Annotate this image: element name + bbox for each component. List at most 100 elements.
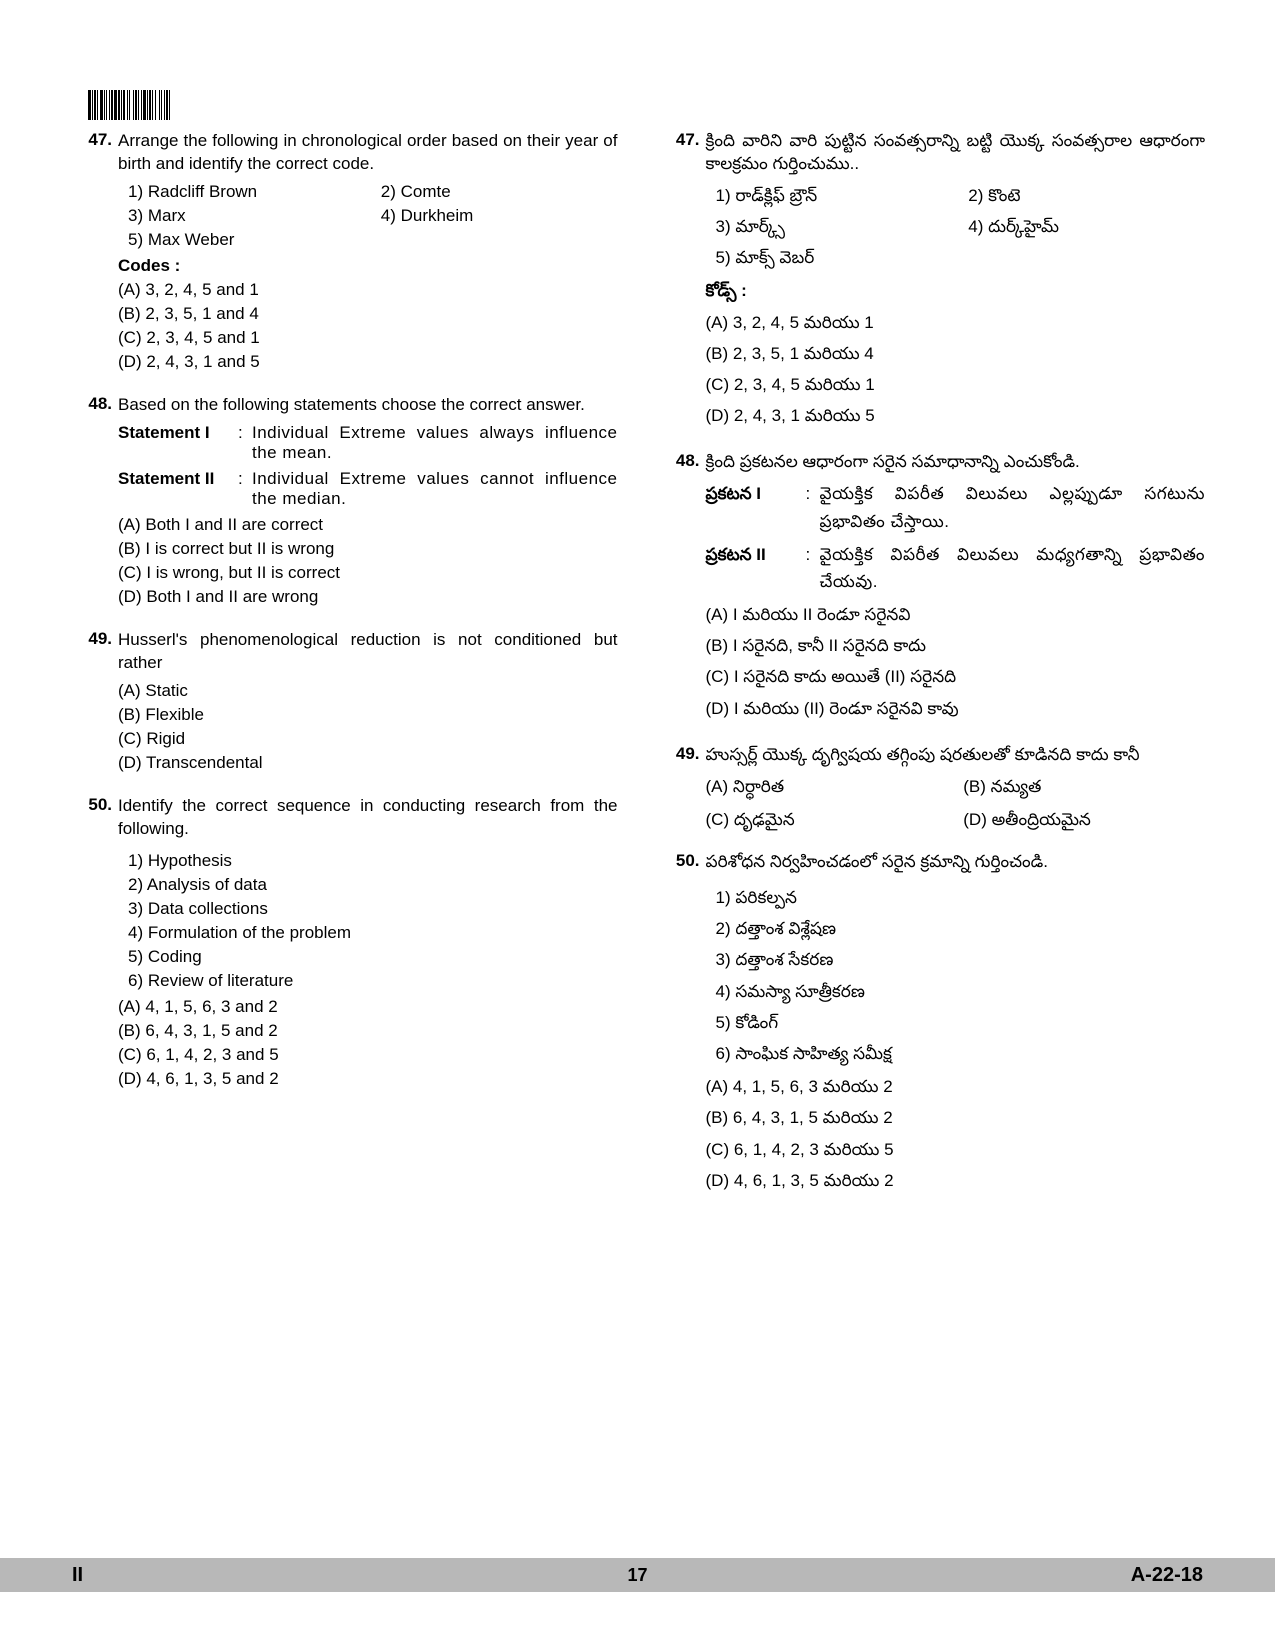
list-item: 6) సాంఘిక సాహిత్య సమీక్ష xyxy=(716,1040,1206,1067)
statement-text: వైయక్తిక విపరీత విలువలు మధ్యగతాన్ని ప్రభ… xyxy=(820,541,1206,595)
question-48-en: 48. Based on the following statements ch… xyxy=(70,394,618,611)
list-item: 2) కొంటె xyxy=(968,182,1205,209)
question-49-te: 49. హుస్సర్ల్ యొక్క దృగ్విషయ తగ్గింపు షర… xyxy=(658,744,1206,833)
option: (A) 3, 2, 4, 5 మరియు 1 xyxy=(706,309,1206,336)
option: (A) Static xyxy=(118,681,618,701)
statement-label: ప్రకటన I xyxy=(706,480,806,534)
statement-label: Statement I xyxy=(118,423,238,463)
option: (B) Flexible xyxy=(118,705,618,725)
list-item: 6) Review of literature xyxy=(128,971,618,991)
item-list: 1) Radcliff Brown 2) Comte 3) Marx 4) Du… xyxy=(128,182,618,250)
option: (D) 2, 4, 3, 1 and 5 xyxy=(118,352,618,372)
option: (C) I is wrong, but II is correct xyxy=(118,563,618,583)
column-telugu: 47. క్రింది వారిని వారి పుట్టిన సంవత్సరా… xyxy=(658,130,1206,1216)
item-list: 1) Hypothesis 2) Analysis of data 3) Dat… xyxy=(128,851,618,991)
options: (A) Both I and II are correct (B) I is c… xyxy=(118,515,618,607)
list-item: 2) దత్తాంశ విశ్లేషణ xyxy=(716,915,1206,942)
column-english: 47. Arrange the following in chronologic… xyxy=(70,130,618,1216)
option: (B) 6, 4, 3, 1, 5 and 2 xyxy=(118,1021,618,1041)
option: (D) I మరియు (II) రెండూ సరైనవి కావు xyxy=(706,695,1206,722)
list-item: 2) Comte xyxy=(381,182,618,202)
list-item: 4) దుర్క్‌హైమ్ xyxy=(968,213,1205,240)
option: (D) 4, 6, 1, 3, 5 and 2 xyxy=(118,1069,618,1089)
statement-text: Individual Extreme values always influen… xyxy=(252,423,618,463)
question-stem: క్రింది వారిని వారి పుట్టిన సంవత్సరాన్ని… xyxy=(706,130,1206,176)
codes-label: కోడ్స్ : xyxy=(706,277,1206,304)
option: (A) 3, 2, 4, 5 and 1 xyxy=(118,280,618,300)
list-item: 5) Coding xyxy=(128,947,618,967)
option: (D) అతీంద్రియమైన xyxy=(963,806,1205,833)
option: (D) 2, 4, 3, 1 మరియు 5 xyxy=(706,402,1206,429)
question-number: 49. xyxy=(70,629,118,777)
option: (A) 4, 1, 5, 6, 3 and 2 xyxy=(118,997,618,1017)
page-number: 17 xyxy=(627,1565,647,1586)
barcode-icon xyxy=(88,90,258,120)
question-47-en: 47. Arrange the following in chronologic… xyxy=(70,130,618,376)
statement-row: ప్రకటన I : వైయక్తిక విపరీత విలువలు ఎల్లప… xyxy=(706,480,1206,534)
option: (C) దృఢమైన xyxy=(706,806,948,833)
list-item: 5) కోడింగ్ xyxy=(716,1009,1206,1036)
list-item: 5) మాక్స్ వెబర్ xyxy=(716,244,953,271)
item-list: 1) పరికల్పన 2) దత్తాంశ విశ్లేషణ 3) దత్తా… xyxy=(716,884,1206,1067)
codes-label: Codes : xyxy=(118,256,618,276)
options: (A) 3, 2, 4, 5 మరియు 1 (B) 2, 3, 5, 1 మర… xyxy=(706,309,1206,430)
question-stem: Arrange the following in chronological o… xyxy=(118,130,618,176)
statement-row: ప్రకటన II : వైయక్తిక విపరీత విలువలు మధ్య… xyxy=(706,541,1206,595)
option: (C) Rigid xyxy=(118,729,618,749)
question-stem: పరిశోధన నిర్వహించడంలో సరైన క్రమాన్ని గుర… xyxy=(706,851,1206,874)
statement-text: Individual Extreme values cannot influen… xyxy=(252,469,618,509)
option: (D) Both I and II are wrong xyxy=(118,587,618,607)
list-item: 5) Max Weber xyxy=(128,230,365,250)
statement-row: Statement II : Individual Extreme values… xyxy=(118,469,618,509)
question-number: 47. xyxy=(70,130,118,376)
question-number: 50. xyxy=(70,795,118,1093)
option: (C) 6, 1, 4, 2, 3 and 5 xyxy=(118,1045,618,1065)
question-50-te: 50. పరిశోధన నిర్వహించడంలో సరైన క్రమాన్ని… xyxy=(658,851,1206,1198)
option: (B) 2, 3, 5, 1 and 4 xyxy=(118,304,618,324)
option: (C) I సరైనది కాదు అయితే (II) సరైనది xyxy=(706,663,1206,690)
list-item: 3) దత్తాంశ సేకరణ xyxy=(716,946,1206,973)
list-item: 3) మార్క్స్ xyxy=(716,213,953,240)
list-item: 1) పరికల్పన xyxy=(716,884,1206,911)
option: (A) నిర్ధారిత xyxy=(706,773,948,800)
question-stem: Based on the following statements choose… xyxy=(118,394,618,417)
option: (C) 2, 3, 4, 5 మరియు 1 xyxy=(706,371,1206,398)
list-item: 1) Radcliff Brown xyxy=(128,182,365,202)
option: (A) 4, 1, 5, 6, 3 మరియు 2 xyxy=(706,1073,1206,1100)
colon: : xyxy=(238,423,252,463)
options: (A) Static (B) Flexible (C) Rigid (D) Tr… xyxy=(118,681,618,773)
barcode xyxy=(88,90,1205,120)
question-number: 47. xyxy=(658,130,706,433)
option: (D) 4, 6, 1, 3, 5 మరియు 2 xyxy=(706,1167,1206,1194)
question-stem: క్రింది ప్రకటనల ఆధారంగా సరైన సమాధానాన్ని… xyxy=(706,451,1206,474)
question-number: 50. xyxy=(658,851,706,1198)
question-stem: Husserl's phenomenological reduction is … xyxy=(118,629,618,675)
page-footer: II 17 A-22-18 xyxy=(0,1558,1275,1592)
question-47-te: 47. క్రింది వారిని వారి పుట్టిన సంవత్సరా… xyxy=(658,130,1206,433)
options: (A) నిర్ధారిత (B) నమ్యత (C) దృఢమైన (D) అ… xyxy=(706,773,1206,833)
list-item: 4) సమస్యా సూత్రీకరణ xyxy=(716,978,1206,1005)
list-item: 1) రాడ్‌క్లిఫ్ బ్రౌన్ xyxy=(716,182,953,209)
question-number: 48. xyxy=(658,451,706,725)
list-item: 2) Analysis of data xyxy=(128,875,618,895)
colon: : xyxy=(806,480,820,534)
question-49-en: 49. Husserl's phenomenological reduction… xyxy=(70,629,618,777)
question-number: 48. xyxy=(70,394,118,611)
option: (B) I is correct but II is wrong xyxy=(118,539,618,559)
question-stem: Identify the correct sequence in conduct… xyxy=(118,795,618,841)
option: (A) Both I and II are correct xyxy=(118,515,618,535)
list-item: 3) Data collections xyxy=(128,899,618,919)
footer-left: II xyxy=(72,1564,83,1587)
list-item: 3) Marx xyxy=(128,206,365,226)
statement-label: ప్రకటన II xyxy=(706,541,806,595)
option: (B) నమ్యత xyxy=(963,773,1205,800)
option: (C) 6, 1, 4, 2, 3 మరియు 5 xyxy=(706,1136,1206,1163)
options: (A) 4, 1, 5, 6, 3 మరియు 2 (B) 6, 4, 3, 1… xyxy=(706,1073,1206,1194)
option: (B) 6, 4, 3, 1, 5 మరియు 2 xyxy=(706,1104,1206,1131)
statement-text: వైయక్తిక విపరీత విలువలు ఎల్లప్పుడూ సగటున… xyxy=(820,480,1206,534)
statement-label: Statement II xyxy=(118,469,238,509)
option: (B) 2, 3, 5, 1 మరియు 4 xyxy=(706,340,1206,367)
question-50-en: 50. Identify the correct sequence in con… xyxy=(70,795,618,1093)
options: (A) 3, 2, 4, 5 and 1 (B) 2, 3, 5, 1 and … xyxy=(118,280,618,372)
colon: : xyxy=(806,541,820,595)
